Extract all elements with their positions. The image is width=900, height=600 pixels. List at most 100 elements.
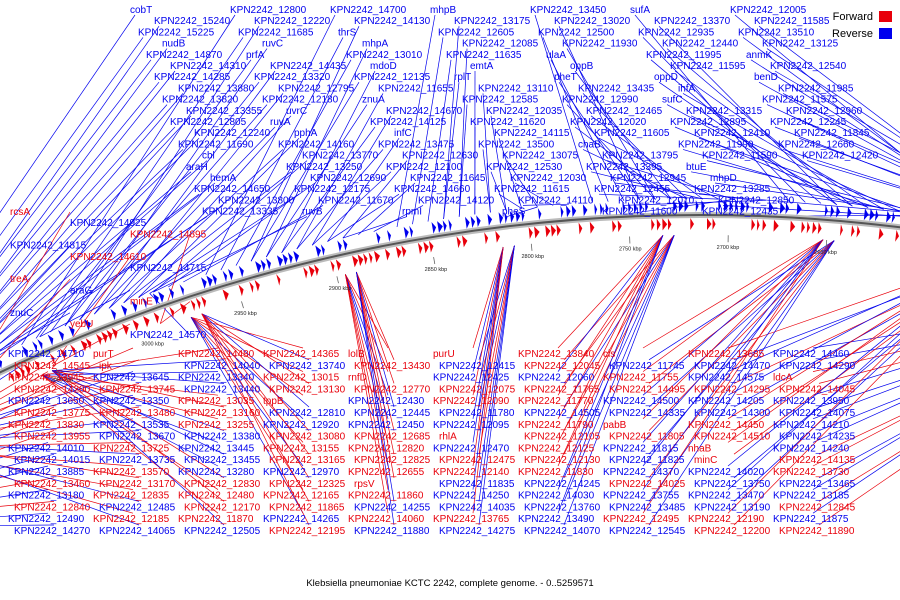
gene-forward	[612, 220, 617, 233]
gene-label-forward: yebU	[70, 319, 93, 330]
gene-label-reverse: KPN2242_12970	[263, 467, 340, 478]
gene-label-forward: KPN2242_12090	[433, 396, 510, 407]
label-link	[52, 323, 131, 367]
gene-label-forward: KPN2242_12125	[518, 443, 595, 454]
gene-reverse	[582, 204, 588, 217]
gene-label-forward: minE	[130, 297, 153, 308]
gene-label-forward: KPN2242_12190	[688, 514, 765, 525]
label-link	[123, 171, 292, 304]
ruler-label: 3050 kbp	[51, 378, 74, 384]
gene-label-reverse: KPN2242_13470	[688, 491, 765, 502]
gene-label-reverse: KPN2242_12800	[230, 5, 307, 16]
label-link	[648, 240, 835, 526]
label-link	[0, 442, 49, 459]
label-link	[478, 245, 515, 478]
gene-forward	[401, 245, 407, 258]
label-link	[0, 383, 140, 420]
label-link	[550, 59, 625, 201]
label-link	[0, 394, 134, 426]
gene-label-forward: KPN2242_12195	[269, 526, 346, 537]
label-link	[658, 81, 837, 205]
gene-label-reverse: KPN2242_14435	[270, 61, 347, 72]
gene-label-forward: KPN2242_12685	[354, 432, 431, 443]
gene-forward	[428, 240, 434, 253]
gene-label-reverse: ruvC	[262, 39, 283, 50]
label-link	[168, 182, 316, 288]
label-link	[0, 406, 140, 429]
gene-label-reverse: KPN2242_14570	[130, 330, 207, 341]
label-link	[235, 59, 352, 266]
label-link	[281, 70, 376, 254]
label-link	[648, 240, 835, 431]
gene-label-forward: KPN2242_12170	[184, 502, 261, 513]
label-link	[0, 383, 55, 412]
gene-label-reverse: uvrC	[286, 106, 307, 117]
gene-forward	[773, 219, 779, 232]
label-link	[201, 313, 310, 361]
gene-forward	[24, 364, 31, 376]
label-link	[0, 171, 192, 335]
gene-label-forward: KPN2242_13460	[14, 479, 91, 490]
gene-label-reverse: KPN2242_13340	[178, 373, 255, 384]
gene-label-reverse: anmK	[746, 50, 772, 61]
gene-label-reverse: KPN2242_12810	[269, 408, 346, 419]
gene-label-reverse: KPN2242_12035	[486, 106, 563, 117]
label-link	[818, 344, 900, 361]
gene-label-reverse: KPN2242_14010	[8, 443, 85, 454]
gene-label-reverse: mhpD	[710, 173, 737, 184]
gene-forward	[352, 255, 359, 268]
legend-label-reverse: Reverse	[832, 27, 873, 40]
label-link	[345, 274, 389, 490]
label-link	[534, 14, 593, 203]
label-link	[0, 347, 49, 380]
label-link	[557, 235, 664, 514]
gene-label-reverse: KPN2242_13645	[93, 373, 170, 384]
gene-forward	[143, 316, 150, 328]
gene-forward	[656, 218, 661, 231]
gene-label-reverse: KPN2242_14250	[433, 491, 510, 502]
gene-reverse	[158, 291, 165, 303]
gene-label-reverse: KPN2242_11780	[439, 408, 515, 419]
gene-reverse	[746, 200, 750, 213]
label-link	[727, 287, 900, 349]
gene-reverse	[504, 211, 508, 224]
gene-label-reverse: KPN2242_14460	[773, 349, 850, 360]
label-link	[782, 93, 900, 154]
label-link	[812, 333, 900, 349]
gene-reverse	[238, 265, 244, 278]
gene-forward	[756, 219, 760, 231]
label-link	[818, 380, 900, 408]
gene-reverse	[476, 215, 481, 228]
gene-label-reverse: KPN2242_14700	[330, 5, 407, 16]
gene-label-reverse: KPN2242_12945	[610, 173, 687, 184]
gene-label-reverse: KPN2242_14210	[773, 420, 850, 431]
gene-label-reverse: KPN2242_13355	[186, 106, 263, 117]
label-link	[39, 222, 131, 338]
label-link	[0, 70, 176, 292]
gene-forward	[34, 360, 40, 371]
label-link	[51, 370, 225, 479]
gene-label-reverse: KPN2242_14030	[518, 491, 595, 502]
gene-label-reverse: KPN2242_12450	[348, 420, 425, 431]
label-link	[0, 359, 55, 393]
label-link	[108, 149, 284, 309]
gene-label-forward: KPN2242_14200	[14, 384, 91, 395]
label-link	[557, 235, 664, 396]
gene-forward	[335, 259, 341, 271]
gene-reverse	[796, 202, 802, 215]
label-link	[356, 271, 395, 360]
label-link	[0, 501, 55, 507]
gene-label-forward: rnfD	[348, 373, 367, 384]
gene-label-reverse: KPN2242_14335	[609, 408, 686, 419]
label-link	[138, 137, 300, 298]
label-link	[690, 115, 900, 212]
gene-label-forward: KPN2242_12840	[14, 502, 91, 513]
label-link	[311, 171, 392, 246]
gene-reverse	[521, 209, 525, 222]
gene-forward	[839, 224, 843, 237]
gene-label-forward: KPN2242_11890	[779, 526, 855, 537]
gene-forward	[195, 297, 201, 310]
label-link	[0, 524, 55, 526]
label-link	[443, 82, 460, 220]
label-link	[563, 235, 675, 478]
